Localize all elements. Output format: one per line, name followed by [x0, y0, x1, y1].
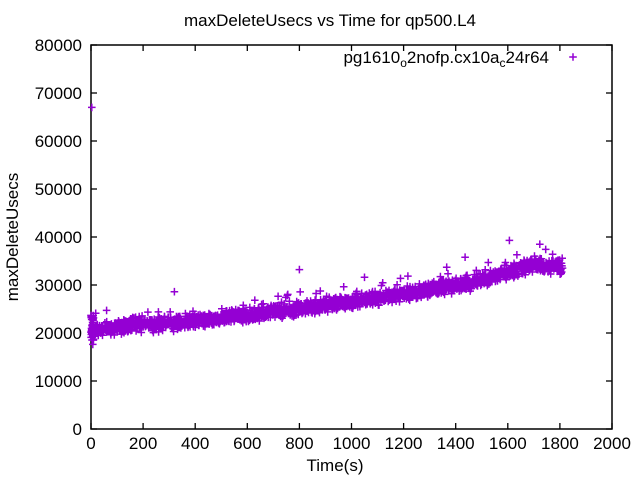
x-tick-label: 800	[285, 434, 313, 453]
legend-label-subscript: o	[400, 56, 407, 70]
legend-label-part: 24r64	[506, 48, 549, 67]
y-tick-label: 30000	[35, 276, 82, 295]
x-tick-label: 400	[181, 434, 209, 453]
plot-border	[90, 44, 613, 430]
x-axis-label: Time(s)	[307, 456, 364, 475]
legend-label-part: 2nofp.cx10a	[407, 48, 500, 67]
y-tick-label: 50000	[35, 180, 82, 199]
y-tick-label: 20000	[35, 324, 82, 343]
chart-title: maxDeleteUsecs vs Time for qp500.L4	[184, 11, 476, 30]
legend-marker-icon	[569, 53, 577, 61]
x-tick-label: 1600	[489, 434, 527, 453]
x-tick-label: 1200	[385, 434, 423, 453]
legend-label: pg1610o2nofp.cx10ac24r64	[343, 48, 549, 70]
x-tick-label: 1800	[541, 434, 579, 453]
y-tick-label: 10000	[35, 372, 82, 391]
x-tick-label: 200	[129, 434, 157, 453]
axis-ticks	[90, 44, 613, 430]
x-tick-label: 1000	[333, 434, 371, 453]
y-tick-label: 70000	[35, 84, 82, 103]
y-tick-label: 0	[73, 420, 82, 439]
legend: pg1610o2nofp.cx10ac24r64	[343, 48, 577, 70]
y-tick-label: 40000	[35, 228, 82, 247]
data-points	[87, 103, 567, 349]
y-axis-label: maxDeleteUsecs	[3, 173, 22, 302]
x-tick-label: 600	[233, 434, 261, 453]
y-tick-label: 60000	[35, 132, 82, 151]
x-tick-label: 1400	[437, 434, 475, 453]
x-tick-label: 0	[86, 434, 95, 453]
axis-tick-labels: 0 200 400 600 800 1000 1200 1400 1600 1800 2000010…	[35, 36, 631, 453]
legend-label-part: pg1610	[343, 48, 400, 67]
x-tick-label: 2000	[593, 434, 631, 453]
y-tick-label: 80000	[35, 36, 82, 55]
series-points	[87, 103, 567, 349]
legend-label-subscript: c	[500, 56, 506, 70]
